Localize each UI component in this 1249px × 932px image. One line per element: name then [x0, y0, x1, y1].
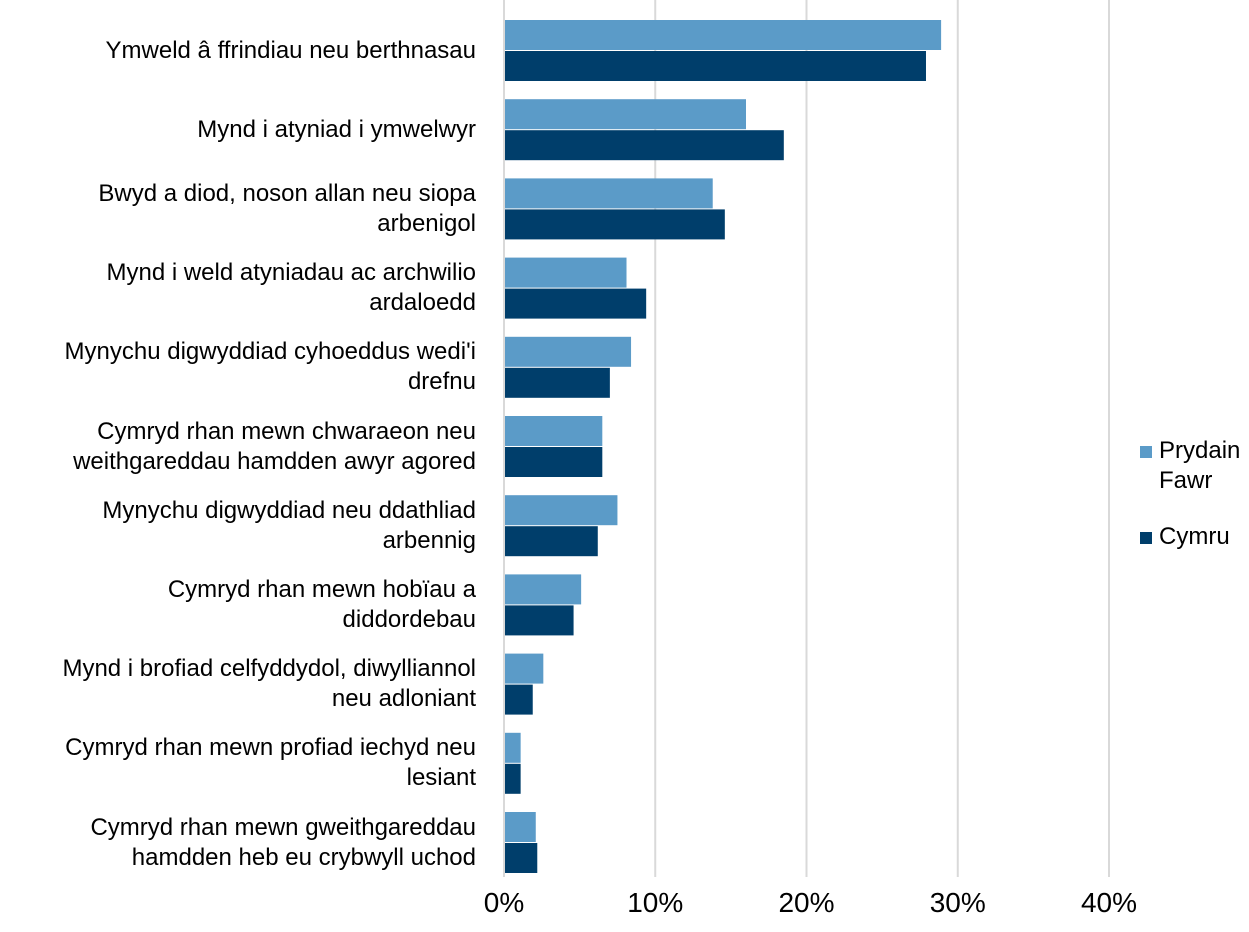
bar-cymru — [504, 684, 533, 715]
category-label-line: Mynychu digwyddiad neu ddathliad — [102, 496, 476, 524]
category-label-line: Bwyd a diod, noson allan neu siopa — [98, 179, 476, 207]
category-label-line: weithgareddau hamdden awyr agored — [73, 447, 476, 475]
x-tick-label: 10% — [627, 887, 684, 918]
category-label-line: Cymryd rhan mewn hobïau a — [167, 575, 476, 603]
bar-cymru — [504, 843, 538, 873]
bar-prydain-fawr — [504, 495, 618, 526]
category-label: Cymryd rhan mewn gweithgareddau hamdden h… — [0, 813, 476, 873]
bar-cymru — [504, 605, 574, 636]
category-label: Bwyd a diod, noson allan neu siopa arbeni… — [0, 179, 476, 239]
category-label: Mynd i brofiad celfyddydol, diwylliannol… — [0, 654, 476, 714]
bar-prydain-fawr — [504, 336, 632, 367]
category-label: Mynd i atyniad i ymwelwyr — [0, 115, 476, 145]
category-label: Mynd i weld atyniadau ac archwilio ardalo… — [0, 258, 476, 318]
category-label-line: lesiant — [406, 764, 476, 792]
category-label-line: drefnu — [407, 368, 476, 396]
category-label-line: Cymryd rhan mewn gweithgareddau — [90, 813, 476, 841]
bar-prydain-fawr — [504, 20, 942, 50]
bar-cymru — [504, 51, 926, 81]
legend-swatch — [1140, 446, 1152, 458]
bar-prydain-fawr — [504, 812, 536, 842]
category-label-line: Cymryd rhan mewn chwaraeon neu — [97, 417, 476, 445]
category-label-line: neu adloniant — [331, 685, 476, 713]
bar-prydain-fawr — [504, 416, 603, 446]
legend-label: Prydain — [1159, 437, 1241, 464]
category-label: Mynychu digwyddiad neu ddathliad arbennig — [0, 496, 476, 556]
x-tick-label: 40% — [1080, 887, 1138, 918]
category-label-line: Mynd i brofiad celfyddydol, diwylliannol — [62, 655, 476, 683]
bar-prydain-fawr — [504, 99, 746, 130]
bar-prydain-fawr — [504, 653, 544, 684]
category-label-line: arbennig — [382, 526, 476, 554]
category-label-line: diddordebau — [342, 605, 476, 633]
category-label-line: arbenigol — [377, 209, 476, 237]
bar-cymru — [504, 130, 784, 161]
category-label-line: Ymweld â ffrindiau neu berthnasau — [105, 36, 476, 64]
x-tick-label: 30% — [929, 887, 986, 918]
category-label-line: Mynd i weld atyniadau ac archwilio — [106, 259, 476, 287]
x-tick-label: 20% — [778, 887, 835, 918]
bar-cymru — [504, 367, 610, 398]
bar-prydain-fawr — [504, 732, 521, 763]
category-label-line: Cymryd rhan mewn profiad iechyd neu — [65, 734, 476, 762]
legend-label: Fawr — [1159, 467, 1213, 494]
category-label: Cymryd rhan mewn chwaraeon neu weithgared… — [0, 417, 476, 477]
bar-cymru — [504, 763, 521, 794]
legend-swatch — [1140, 532, 1152, 544]
bar-cymru — [504, 447, 603, 477]
bar-prydain-fawr — [504, 574, 582, 605]
category-label-line: Mynychu digwyddiad cyhoeddus wedi'i — [64, 338, 476, 366]
category-label: Cymryd rhan mewn profiad iechyd neu lesia… — [0, 733, 476, 793]
legend-label: Cymru — [1159, 523, 1230, 550]
category-label-line: hamdden heb eu crybwyll uchod — [131, 843, 476, 871]
bar-cymru — [504, 288, 647, 319]
bar-prydain-fawr — [504, 178, 713, 209]
category-label: Cymryd rhan mewn hobïau a diddordebau — [0, 575, 476, 635]
bar-cymru — [504, 209, 725, 240]
x-tick-label: 0% — [483, 887, 525, 918]
category-label-line: Mynd i atyniad i ymwelwyr — [197, 115, 476, 143]
category-label: Ymweld â ffrindiau neu berthnasau — [0, 36, 476, 66]
category-label-line: ardaloedd — [369, 289, 476, 317]
bar-prydain-fawr — [504, 257, 627, 288]
bar-cymru — [504, 526, 598, 557]
category-label: Mynychu digwyddiad cyhoeddus wedi'i drefn… — [0, 337, 476, 397]
